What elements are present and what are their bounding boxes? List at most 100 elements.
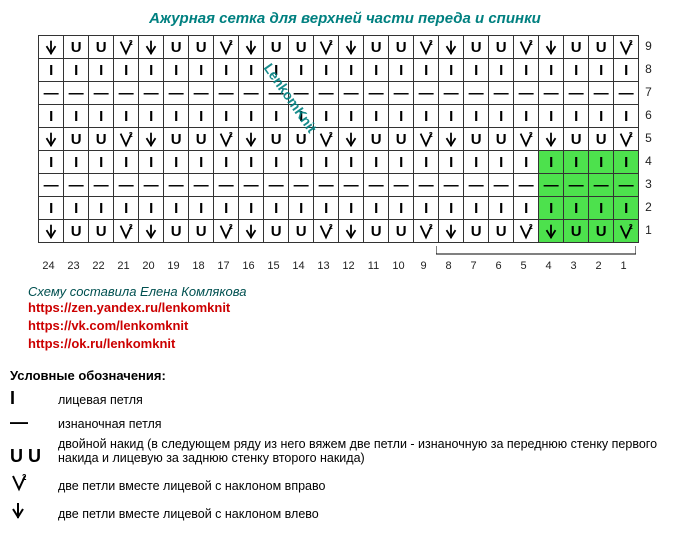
chart-cell: I xyxy=(564,59,589,82)
chart-cell: I xyxy=(564,105,589,128)
legend-block: Iлицевая петля—изнаночная петляU Uдвойно… xyxy=(10,389,680,521)
chart-cell: — xyxy=(239,174,264,197)
svg-text:2: 2 xyxy=(429,38,433,47)
chart-cell: — xyxy=(339,174,364,197)
col-number: 12 xyxy=(336,260,361,272)
chart-cell: I xyxy=(164,59,189,82)
chart-cell: I xyxy=(139,105,164,128)
knitting-chart: UU2UU2UU2UU2UU2UU2IIIIIIIIIIIIIIIIIIIIII… xyxy=(38,35,639,243)
legend-symbol: I xyxy=(10,389,58,407)
chart-cell: I xyxy=(214,105,239,128)
chart-cell: — xyxy=(39,174,64,197)
chart-cell: U xyxy=(489,220,514,243)
chart-cell: U xyxy=(489,128,514,151)
col-number: 22 xyxy=(86,260,111,272)
chart-cell: 2 xyxy=(114,128,139,151)
col-number: 4 xyxy=(536,260,561,272)
chart-cell: I xyxy=(514,197,539,220)
chart-cell: — xyxy=(539,82,564,105)
svg-text:2: 2 xyxy=(329,38,333,47)
chart-cell: I xyxy=(289,59,314,82)
col-number: 18 xyxy=(186,260,211,272)
chart-cell: 2 xyxy=(214,36,239,59)
svg-text:2: 2 xyxy=(129,130,133,139)
chart-cell: I xyxy=(464,59,489,82)
col-number: 23 xyxy=(61,260,86,272)
chart-cell: I xyxy=(164,105,189,128)
chart-cell: 2 xyxy=(314,128,339,151)
row-number: 7 xyxy=(645,81,652,104)
chart-cell: I xyxy=(314,151,339,174)
chart-cell: U xyxy=(364,220,389,243)
chart-cell: I xyxy=(239,151,264,174)
col-number: 17 xyxy=(211,260,236,272)
col-number: 21 xyxy=(111,260,136,272)
chart-cell xyxy=(139,128,164,151)
chart-cell: — xyxy=(464,82,489,105)
chart-cell: U xyxy=(289,128,314,151)
chart-cell xyxy=(139,220,164,243)
row-number: 9 xyxy=(645,35,652,58)
chart-cell: I xyxy=(264,59,289,82)
chart-cell: I xyxy=(114,151,139,174)
col-number: 5 xyxy=(511,260,536,272)
chart-cell xyxy=(239,220,264,243)
chart-cell: U xyxy=(564,36,589,59)
chart-cell: I xyxy=(564,197,589,220)
svg-text:2: 2 xyxy=(529,38,533,47)
chart-cell: I xyxy=(539,151,564,174)
chart-cell: I xyxy=(214,59,239,82)
chart-cell: U xyxy=(464,220,489,243)
chart-cell: U xyxy=(189,220,214,243)
chart-cell: I xyxy=(64,151,89,174)
legend-text: две петли вместе лицевой с наклоном впра… xyxy=(58,479,680,493)
chart-cell: I xyxy=(339,105,364,128)
repeat-bracket xyxy=(436,243,636,258)
column-numbers: 242322212019181716151413121110987654321 xyxy=(36,260,636,272)
chart-cell: — xyxy=(114,82,139,105)
chart-cell xyxy=(539,36,564,59)
chart-cell: — xyxy=(164,174,189,197)
chart-cell: 2 xyxy=(314,36,339,59)
chart-cell: I xyxy=(514,151,539,174)
row-number: 1 xyxy=(645,219,652,242)
col-number: 10 xyxy=(386,260,411,272)
chart-cell: I xyxy=(539,59,564,82)
chart-cell: U xyxy=(589,220,614,243)
col-number: 11 xyxy=(361,260,386,272)
chart-cell xyxy=(239,128,264,151)
chart-cell: U xyxy=(589,128,614,151)
chart-cell: I xyxy=(239,59,264,82)
chart-cell: I xyxy=(389,59,414,82)
chart-cell: I xyxy=(114,59,139,82)
chart-cell: U xyxy=(164,36,189,59)
chart-cell: I xyxy=(589,197,614,220)
chart-cell: — xyxy=(414,82,439,105)
chart-cell: — xyxy=(389,174,414,197)
chart-cell: I xyxy=(39,105,64,128)
chart-cell: — xyxy=(189,174,214,197)
chart-cell: I xyxy=(139,151,164,174)
chart-cell: — xyxy=(214,82,239,105)
col-number: 24 xyxy=(36,260,61,272)
chart-cell: I xyxy=(364,197,389,220)
col-number: 1 xyxy=(611,260,636,272)
col-number: 2 xyxy=(586,260,611,272)
chart-cell: I xyxy=(439,151,464,174)
chart-cell: U xyxy=(489,36,514,59)
chart-cell: — xyxy=(239,82,264,105)
legend-title: Условные обозначения: xyxy=(10,368,680,383)
chart-cell: U xyxy=(264,36,289,59)
chart-cell: U xyxy=(64,220,89,243)
chart-cell: — xyxy=(614,82,639,105)
chart-cell: I xyxy=(614,197,639,220)
col-number: 15 xyxy=(261,260,286,272)
chart-cell: U xyxy=(464,128,489,151)
chart-cell xyxy=(39,36,64,59)
chart-cell: — xyxy=(189,82,214,105)
chart-cell: 2 xyxy=(414,220,439,243)
chart-cell: U xyxy=(89,128,114,151)
row-number: 4 xyxy=(645,150,652,173)
chart-cell: U xyxy=(564,128,589,151)
chart-cell: I xyxy=(289,105,314,128)
